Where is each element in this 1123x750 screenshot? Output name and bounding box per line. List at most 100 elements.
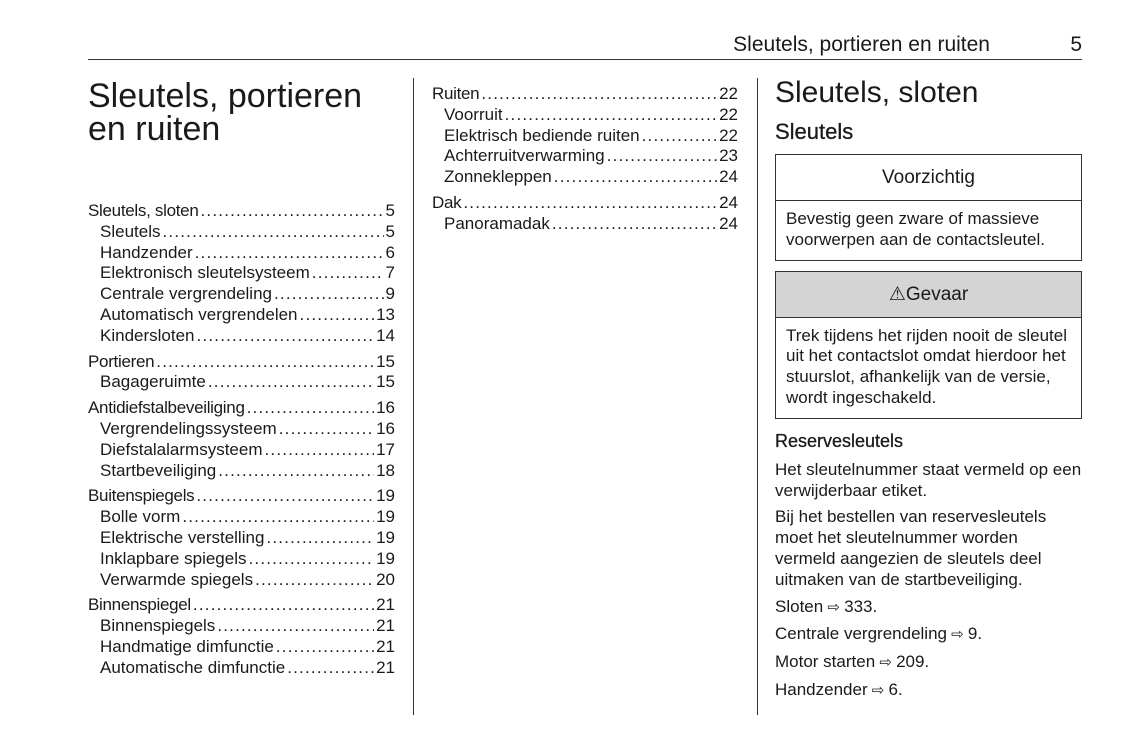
toc-entry[interactable]: Antidiefstalbeveiliging 16 [88,398,395,419]
toc-group: Portieren 15 Bagageruimte 15 [88,352,395,394]
toc-label: Elektrische verstelling [100,527,265,547]
toc-subentry[interactable]: Achterruitverwarming 23 [432,146,738,167]
toc-subentry[interactable]: Diefstalalarmsysteem 17 [88,440,395,461]
toc-label: Bolle vorm [100,507,181,527]
arrow-reference-icon: ⇨ [867,681,889,699]
dot-leader [162,222,383,243]
reference-text: Motor starten [775,652,876,672]
toc-label: Diefstalalarmsysteem [100,439,263,459]
toc-entry[interactable]: Sleutels, sloten 5 [88,201,395,222]
cross-reference[interactable]: Sloten ⇨ 333. [775,597,1082,619]
toc-subentry[interactable]: Vergrendelingssysteem 16 [88,419,395,440]
toc-label: Elektronisch sleutelsysteem [100,263,310,283]
arrow-reference-icon: ⇨ [947,626,968,644]
cross-reference[interactable]: Motor starten ⇨ 209. [775,652,1082,674]
dot-leader [265,440,375,461]
toc-page: 17 [376,439,395,459]
cross-reference[interactable]: Handzender ⇨ 6. [775,680,1082,702]
toc-label: Kindersloten [100,325,195,345]
reference-text: Centrale vergrendeling [775,624,947,644]
table-of-contents: Ruiten22Voorruit22Elektrisch bediende ru… [432,84,738,235]
toc-page: 21 [376,657,395,677]
toc-label: Achterruitverwarming [444,146,605,166]
toc-page: 13 [376,304,395,324]
dot-leader [201,201,384,222]
subsection-title: Sleutels [775,119,854,144]
toc-subentry[interactable]: Automatisch vergrendelen 13 [88,305,395,326]
toc-page: 19 [376,548,395,568]
section-title: Sleutels, sloten [775,76,979,109]
dot-leader [607,146,717,167]
toc-subentry[interactable]: Handzender 6 [88,243,395,264]
toc-page: 14 [376,325,395,345]
toc-subentry[interactable]: Panoramadak 24 [432,214,738,235]
chapter-title-line: en ruiten [88,110,221,148]
reference-page: 209. [896,652,930,672]
toc-subentry[interactable]: Voorruit 22 [432,105,738,126]
toc-label: Startbeveiliging [100,460,217,480]
toc-group: Sleutels, sloten5Sleutels5Handzender6Ele… [88,201,395,347]
dot-leader [247,398,374,419]
toc-page: 5 [385,221,395,241]
dot-leader [217,616,374,637]
dot-leader [554,167,717,188]
column-divider [757,78,758,715]
toc-subentry[interactable]: Sleutels 5 [88,222,395,243]
cross-reference[interactable]: Centrale vergrendeling ⇨ 9. [775,624,1082,646]
toc-page: 24 [719,192,738,212]
toc-subentry[interactable]: Automatische dimfunctie 21 [88,658,395,679]
toc-group: Ruiten22Voorruit22Elektrisch bediende ru… [432,84,738,188]
caution-text: Bevestig geen zware of massieve voorwerp… [786,209,1045,249]
toc-subentry[interactable]: Handmatige dimfunctie 21 [88,637,395,658]
toc-subentry[interactable]: Binnenspiegels 21 [88,616,395,637]
toc-group: Binnenspiegel21Binnenspiegels21Handmatig… [88,595,395,678]
toc-label: Buitenspiegels [88,486,195,506]
dot-leader [276,637,374,658]
spare-keys-heading: Reservesleutels [775,430,904,451]
reference-text: Sloten [775,596,824,616]
toc-page: 21 [376,595,395,615]
toc-label: Sleutels, sloten [88,201,199,220]
arrow-reference-icon: ⇨ [875,654,897,672]
toc-entry[interactable]: Buitenspiegels 19 [88,486,395,507]
toc-subentry[interactable]: Centrale vergrendeling 9 [88,284,395,305]
column-1: Sleutels, portieren en ruiten Sleutels, … [88,79,395,684]
toc-page: 24 [719,213,738,233]
toc-subentry[interactable]: Kindersloten 14 [88,326,395,347]
dot-leader [274,284,384,305]
toc-subentry[interactable]: Startbeveiliging 18 [88,461,395,482]
toc-subentry[interactable]: Elektrische verstelling 19 [88,528,395,549]
chapter-title: Sleutels, portieren en ruiten [88,79,395,148]
toc-entry[interactable]: Binnenspiegel 21 [88,595,395,616]
toc-subentry[interactable]: Zonnekleppen 24 [432,167,738,188]
toc-entry[interactable]: Portieren 15 [88,352,395,373]
danger-text: Trek tijdens het rijden nooit de sleutel… [786,325,1067,407]
toc-page: 6 [385,242,395,262]
column-2: Ruiten22Voorruit22Elektrisch bediende ru… [432,84,738,240]
toc-label: Inklapbare spiegels [100,548,247,568]
toc-entry[interactable]: Dak 24 [432,193,738,214]
toc-subentry[interactable]: Bagageruimte 15 [88,372,395,393]
toc-page: 24 [719,167,738,187]
toc-subentry[interactable]: Elektrisch bediende ruiten 22 [432,126,738,147]
toc-subentry[interactable]: Elektronisch sleutelsysteem 7 [88,263,395,284]
toc-label: Verwarmde spiegels [100,569,254,589]
dot-leader [279,419,374,440]
toc-page: 15 [376,351,395,371]
dot-leader [552,214,717,235]
toc-page: 21 [376,636,395,656]
dot-leader [248,549,374,570]
dot-leader [463,193,717,214]
dot-leader [312,263,384,284]
running-header-title: Sleutels, portieren en ruiten [733,33,990,56]
toc-label: Binnenspiegel [88,595,191,615]
toc-subentry[interactable]: Inklapbare spiegels 19 [88,549,395,570]
toc-subentry[interactable]: Verwarmde spiegels 20 [88,570,395,591]
toc-label: Dak [432,192,462,212]
warning-triangle-icon: ⚠ [888,283,906,305]
dot-leader [196,486,374,507]
toc-entry[interactable]: Ruiten 22 [432,84,738,105]
toc-label: Bagageruimte [100,372,206,392]
toc-page: 19 [376,527,395,547]
toc-subentry[interactable]: Bolle vorm 19 [88,507,395,528]
